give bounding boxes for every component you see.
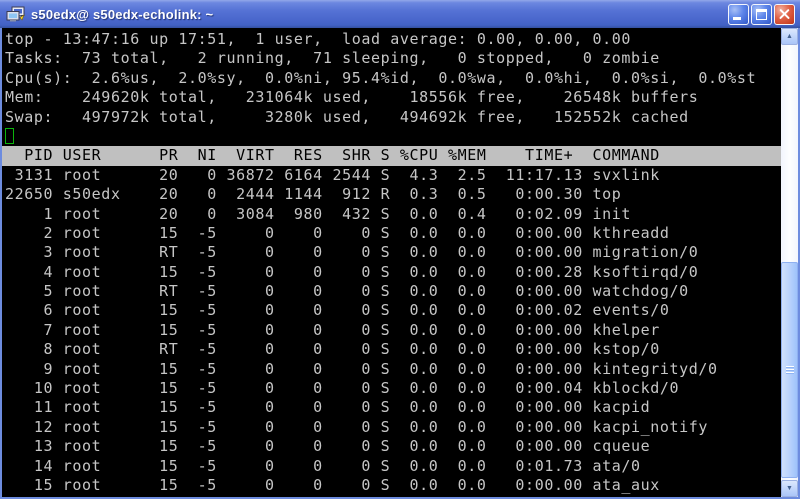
process-row: 5 root RT -5 0 0 0 S 0.0 0.0 0:00.00 wat…: [5, 282, 689, 301]
process-row: 7 root 15 -5 0 0 0 S 0.0 0.0 0:00.00 khe…: [5, 320, 660, 339]
close-button[interactable]: [774, 3, 795, 25]
process-row: 22650 s50edx 20 0 2444 1144 912 R 0.3 0.…: [5, 185, 622, 204]
scrollbar-grip-icon: [785, 366, 794, 374]
title-bar[interactable]: s50edx@ s50edx-echolink: ~: [0, 0, 800, 28]
window-title: s50edx@ s50edx-echolink: ~: [31, 6, 214, 22]
minimize-button[interactable]: [728, 3, 749, 25]
process-row: 15 root 15 -5 0 0 0 S 0.0 0.0 0:00.00 at…: [5, 475, 660, 494]
scroll-up-icon: ▲: [786, 33, 793, 40]
process-row: 3 root RT -5 0 0 0 S 0.0 0.0 0:00.00 mig…: [5, 243, 699, 262]
minimize-icon: [733, 16, 741, 20]
putty-app-icon[interactable]: [6, 6, 26, 23]
process-row: 4 root 15 -5 0 0 0 S 0.0 0.0 0:00.28 kso…: [5, 262, 699, 281]
summary-line: Mem: 249620k total, 231064k used, 18556k…: [5, 88, 699, 107]
process-row: 14 root 15 -5 0 0 0 S 0.0 0.0 0:01.73 at…: [5, 456, 641, 475]
process-table-header: PID USER PR NI VIRT RES SHR S %CPU %MEM …: [2, 146, 781, 166]
process-row: 8 root RT -5 0 0 0 S 0.0 0.0 0:00.00 kst…: [5, 340, 660, 359]
process-row: 3131 root 20 0 36872 6164 2544 S 4.3 2.5…: [5, 165, 660, 184]
process-row: 6 root 15 -5 0 0 0 S 0.0 0.0 0:00.02 eve…: [5, 301, 670, 320]
scroll-down-button[interactable]: ▼: [781, 480, 798, 497]
maximize-button[interactable]: [751, 3, 772, 25]
summary-line: Swap: 497972k total, 3280k used, 494692k…: [5, 107, 689, 126]
scrollbar-track[interactable]: [781, 45, 798, 480]
close-icon: [775, 5, 794, 24]
process-table: 3131 root 20 0 36872 6164 2544 S 4.3 2.5…: [5, 166, 781, 496]
summary-line: top - 13:47:16 up 17:51, 1 user, load av…: [5, 30, 631, 48]
terminal-screen[interactable]: top - 13:47:16 up 17:51, 1 user, load av…: [2, 28, 781, 497]
summary-line: Tasks: 73 total, 2 running, 71 sleeping,…: [5, 49, 660, 68]
process-row: 10 root 15 -5 0 0 0 S 0.0 0.0 0:00.04 kb…: [5, 379, 680, 398]
process-row: 1 root 20 0 3084 980 432 S 0.0 0.4 0:02.…: [5, 204, 631, 223]
process-row: 13 root 15 -5 0 0 0 S 0.0 0.0 0:00.00 cq…: [5, 437, 651, 456]
process-row: 9 root 15 -5 0 0 0 S 0.0 0.0 0:00.00 kin…: [5, 359, 718, 378]
top-summary-block: top - 13:47:16 up 17:51, 1 user, load av…: [5, 30, 781, 127]
process-row: 12 root 15 -5 0 0 0 S 0.0 0.0 0:00.00 ka…: [5, 417, 709, 436]
maximize-icon: [756, 8, 767, 20]
cursor-line: [5, 127, 781, 146]
window-controls: [728, 3, 795, 25]
scroll-up-button[interactable]: ▲: [781, 28, 798, 45]
process-row: 2 root 15 -5 0 0 0 S 0.0 0.0 0:00.00 kth…: [5, 223, 670, 242]
terminal-cursor: [5, 127, 14, 144]
scrollbar[interactable]: ▲ ▼: [781, 28, 798, 497]
process-row: 11 root 15 -5 0 0 0 S 0.0 0.0 0:00.00 ka…: [5, 398, 651, 417]
scrollbar-thumb[interactable]: [781, 262, 798, 478]
summary-line: Cpu(s): 2.6%us, 2.0%sy, 0.0%ni, 95.4%id,…: [5, 68, 757, 87]
scroll-down-icon: ▼: [786, 485, 793, 492]
